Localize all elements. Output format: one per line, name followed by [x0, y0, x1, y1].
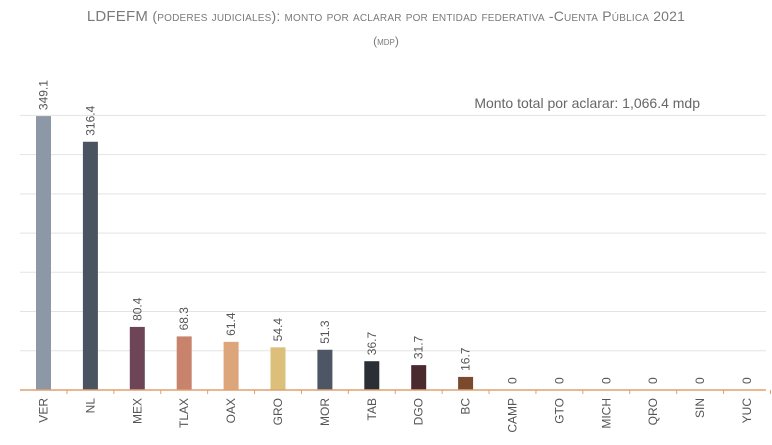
category-label-tlax: TLAX — [177, 398, 191, 428]
category-label-qro: QRO — [646, 398, 660, 425]
value-label-tab: 36.7 — [365, 332, 379, 356]
category-label-mich: MICH — [599, 398, 613, 429]
category-label-mor: MOR — [318, 398, 332, 426]
category-label-mex: MEX — [130, 398, 144, 424]
chart-title-rest: (poderes judiciales): monto por aclarar … — [152, 8, 686, 24]
bar-tab — [364, 361, 380, 390]
bar-ver — [36, 116, 51, 391]
category-label-tab: TAB — [365, 398, 379, 420]
value-label-nl: 316.4 — [83, 105, 97, 135]
bar-tlax — [176, 336, 192, 390]
value-label-oax: 61.4 — [224, 312, 238, 336]
value-label-sin: 0 — [693, 377, 707, 384]
value-label-mex: 80.4 — [130, 297, 144, 321]
bar-mex — [129, 326, 145, 390]
category-label-bc: BC — [459, 398, 473, 415]
bar-oax — [223, 341, 239, 390]
total-annotation: Monto total por aclarar: 1,066.4 mdp — [474, 95, 700, 111]
chart-subtitle: (mdp) — [373, 34, 399, 48]
value-label-gto: 0 — [552, 377, 566, 384]
category-label-sin: SIN — [693, 398, 707, 418]
value-label-bc: 16.7 — [459, 347, 473, 371]
category-label-ver: VER — [37, 398, 51, 423]
category-label-gro: GRO — [271, 398, 285, 425]
bar-nl — [82, 141, 98, 390]
bar-mor — [317, 349, 333, 390]
category-label-yuc: YUC — [740, 398, 754, 424]
value-label-mor: 51.3 — [318, 320, 332, 344]
chart-title-main: LDFEFM — [86, 8, 149, 25]
category-label-oax: OAX — [224, 398, 238, 423]
value-label-qro: 0 — [646, 377, 660, 384]
category-label-camp: CAMP — [506, 398, 520, 433]
value-label-camp: 0 — [506, 377, 520, 384]
category-label-dgo: DGO — [412, 398, 426, 425]
value-label-dgo: 31.7 — [412, 335, 426, 359]
value-label-tlax: 68.3 — [177, 307, 191, 331]
value-label-gro: 54.4 — [271, 318, 285, 342]
category-label-nl: NL — [83, 398, 97, 414]
chart-title: LDFEFM (poderes judiciales): monto por a… — [0, 8, 772, 25]
value-label-ver: 349.1 — [37, 80, 51, 110]
value-label-mich: 0 — [599, 377, 613, 384]
value-label-yuc: 0 — [740, 377, 754, 384]
bar-bc — [458, 376, 474, 390]
bar-gro — [270, 347, 286, 390]
category-label-gto: GTO — [552, 398, 566, 424]
bar-dgo — [411, 365, 427, 390]
